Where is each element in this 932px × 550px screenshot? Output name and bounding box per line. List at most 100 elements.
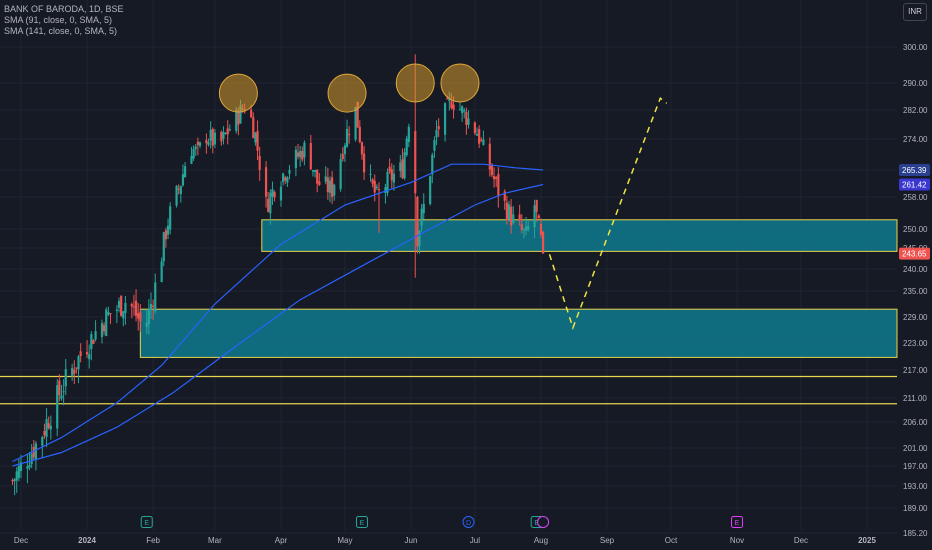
candle (192, 145, 195, 161)
candle-body (132, 306, 136, 308)
candle-body (488, 143, 491, 170)
candle (318, 173, 321, 186)
candle (311, 170, 315, 177)
candle-body (109, 313, 112, 315)
candle-body (422, 203, 425, 214)
candle (495, 176, 498, 187)
candle-body (224, 132, 227, 134)
candle (527, 220, 530, 232)
candle (345, 119, 349, 148)
candle-body (294, 149, 297, 169)
candle (30, 444, 33, 469)
candle (183, 162, 187, 178)
candle (149, 292, 153, 319)
candle (181, 164, 185, 187)
candle (71, 363, 74, 381)
candle (282, 172, 285, 186)
y-tick-label: 300.00 (903, 43, 928, 52)
candle (520, 214, 523, 234)
candle (384, 183, 387, 204)
badge-bg (899, 178, 930, 191)
candle-body (267, 198, 270, 212)
candle (269, 189, 272, 225)
candle (358, 120, 361, 144)
candle (256, 120, 259, 160)
candle (461, 105, 464, 122)
candle-body (130, 303, 133, 307)
last-price-badge: 243.65 (899, 247, 930, 260)
candle-body (539, 224, 543, 235)
y-tick-label: 189.00 (903, 504, 928, 513)
candle (166, 218, 170, 240)
candle (224, 132, 227, 135)
candle-body (237, 111, 240, 125)
candle-body (181, 174, 185, 186)
candle-body (105, 309, 108, 337)
candle-body (452, 104, 455, 110)
candle (228, 124, 231, 132)
candle-body (282, 173, 285, 182)
candle (386, 168, 389, 197)
candle (15, 467, 18, 493)
candle-body (162, 232, 165, 262)
candle-body (328, 180, 332, 193)
candle-body (299, 150, 302, 158)
candle (503, 189, 506, 210)
candle-body (88, 354, 91, 360)
dividend-marker (462, 516, 475, 528)
currency-button[interactable]: INR (903, 3, 927, 21)
candle (47, 416, 50, 430)
candle-body (286, 177, 289, 183)
legend-symbol: BANK OF BARODA, 1D, BSE (4, 4, 124, 14)
candle (369, 164, 372, 182)
candle (505, 195, 508, 225)
candle (205, 133, 208, 154)
event-marker-6: E (731, 516, 744, 528)
candle-body (333, 184, 336, 196)
y-tick-label: 206.00 (903, 418, 928, 427)
candle (152, 299, 155, 320)
y-tick-label: 274.00 (903, 135, 928, 144)
candle-body (147, 308, 150, 325)
candle (17, 459, 20, 482)
candle-body (331, 177, 334, 197)
candle-body (510, 206, 513, 226)
candle (416, 195, 419, 254)
candle-body (92, 340, 95, 344)
candle-body (326, 177, 329, 192)
candle-body (520, 224, 523, 231)
x-tick-label: Oct (665, 536, 678, 545)
candle-body (228, 129, 231, 131)
candle-body (478, 129, 481, 144)
candle-body (220, 131, 223, 142)
candle-body (339, 159, 342, 190)
candle (488, 137, 491, 177)
candle (405, 135, 408, 157)
candle-body (235, 109, 238, 131)
candle (175, 184, 178, 208)
legend-sma-91: SMA (91, close, 0, SMA, 5) (4, 15, 113, 25)
x-tick-label: Jun (405, 536, 418, 545)
candle-body (284, 177, 287, 181)
candle-body (254, 132, 257, 143)
candle (179, 185, 182, 203)
candle-body (433, 140, 436, 151)
x-tick-label: Dec (794, 536, 808, 545)
candle (341, 147, 344, 162)
candle (162, 231, 165, 267)
candle (122, 310, 125, 327)
candle (313, 169, 317, 178)
earnings-marker (140, 516, 153, 528)
candle (343, 143, 347, 162)
candle (130, 302, 133, 319)
candle-body (115, 309, 118, 311)
candle (392, 164, 396, 191)
candle-body (541, 231, 545, 254)
candle (463, 107, 466, 119)
candle (88, 344, 91, 369)
candle (60, 384, 63, 401)
candle (482, 130, 485, 146)
candle-body (369, 173, 372, 175)
candle-body (90, 334, 93, 350)
